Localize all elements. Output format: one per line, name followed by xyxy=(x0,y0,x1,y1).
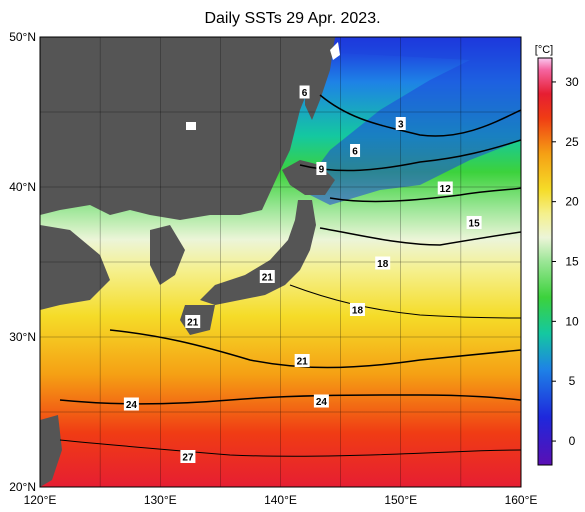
contour-label-bg xyxy=(313,394,329,408)
contour-label-bg xyxy=(299,85,310,99)
colorbar-tick-label: 25 xyxy=(565,135,579,149)
contour-label: 12 xyxy=(440,184,452,195)
korean-peninsula xyxy=(150,225,185,285)
contour-label: 6 xyxy=(352,147,358,158)
contour-label: 21 xyxy=(262,273,274,284)
contour-label: 27 xyxy=(182,453,194,464)
contour-label: 3 xyxy=(398,120,404,131)
isotherm-27 xyxy=(59,439,521,457)
contour-label: 21 xyxy=(187,318,199,329)
lat-tick-label: 30°N xyxy=(9,330,36,344)
map-frame xyxy=(39,36,522,488)
colorbar-tick-label: 10 xyxy=(565,314,579,328)
contour-label-bg xyxy=(185,315,201,328)
contour-label-bg xyxy=(437,181,453,195)
sea-ice-patch xyxy=(330,42,340,60)
lon-tick-label: 140°E xyxy=(264,493,297,507)
isotherm-6 xyxy=(299,139,521,172)
contour-label-bg xyxy=(259,270,275,283)
colorbar-tick-label: 5 xyxy=(569,374,576,388)
contour-label: 18 xyxy=(377,259,389,270)
lon-tick-label: 130°E xyxy=(144,493,177,507)
contour-labels: 3 6 6 9 12 15 18 18 21 21 21 24 24 27 xyxy=(123,85,482,464)
latitude-ticks: 50°N 40°N 30°N 20°N xyxy=(9,30,36,494)
lon-tick-label: 120°E xyxy=(24,493,57,507)
lat-tick-label: 40°N xyxy=(9,180,36,194)
contour-label: 9 xyxy=(319,165,325,176)
lon-tick-label: 150°E xyxy=(384,493,417,507)
isotherm-21 xyxy=(109,329,521,369)
isotherm-3 xyxy=(319,94,521,137)
contour-label: 15 xyxy=(469,219,481,230)
honshu xyxy=(200,200,316,305)
colorbar xyxy=(537,57,553,466)
map-plot-area: 3 6 6 9 12 15 18 18 21 21 21 24 24 27 xyxy=(40,37,521,487)
lon-tick-label: 160°E xyxy=(505,493,538,507)
isotherm-9-12 xyxy=(329,187,521,203)
colorbar-tick-label: 0 xyxy=(569,434,576,448)
isotherm-18 xyxy=(289,284,521,319)
contour-label: 6 xyxy=(302,88,308,99)
contour-label-bg xyxy=(123,397,139,411)
taiwan xyxy=(40,415,62,487)
sakhalin xyxy=(305,37,335,120)
colorbar-unit: [°C] xyxy=(535,44,553,56)
contour-label-bg xyxy=(294,354,310,367)
china-coast xyxy=(40,225,110,310)
map-title: Daily SSTs 29 Apr. 2023. xyxy=(204,10,381,27)
colorbar-tick-label: 30 xyxy=(565,75,579,89)
colorbar-tick-label: 20 xyxy=(565,195,579,209)
contour-label-bg xyxy=(466,216,482,229)
grid-lines xyxy=(40,37,521,487)
longitude-ticks: 120°E 130°E 140°E 150°E 160°E xyxy=(24,493,538,507)
contour-label-bg xyxy=(316,162,327,175)
lake-marker xyxy=(186,122,196,130)
contour-label-bg xyxy=(375,256,391,270)
contour-label-bg xyxy=(180,450,196,463)
contour-label-bg xyxy=(395,117,406,130)
lat-tick-label: 50°N xyxy=(9,30,36,44)
colorbar-ticks: 30 25 20 15 10 5 0 xyxy=(552,75,579,448)
contour-label: 24 xyxy=(126,400,138,411)
isotherm-15 xyxy=(319,227,521,246)
lat-tick-label: 20°N xyxy=(9,480,36,494)
contour-label-bg xyxy=(349,303,365,316)
contour-label: 24 xyxy=(316,397,328,408)
contour-label: 18 xyxy=(352,306,364,317)
contour-label-bg xyxy=(350,144,361,157)
contour-label: 21 xyxy=(297,357,309,368)
colorbar-tick-label: 15 xyxy=(565,255,579,269)
